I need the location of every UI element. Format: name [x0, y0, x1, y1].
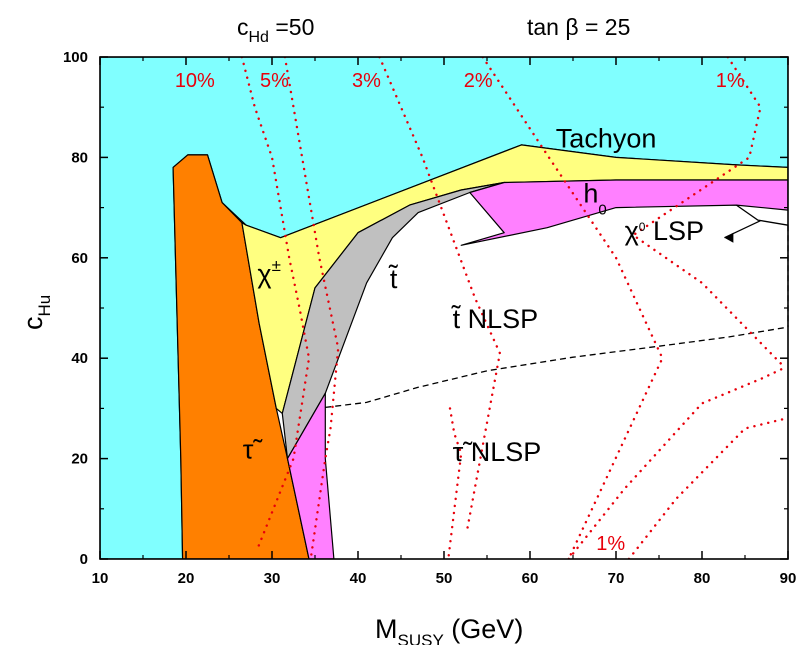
y-tick-label: 60	[71, 250, 88, 267]
tuning-curve-4	[631, 57, 787, 370]
x-axis-label-sub: SUSY	[398, 631, 444, 645]
region-higgs	[460, 179, 788, 246]
tuning-curves-layer	[240, 57, 788, 559]
tuning-label-1: 5%	[260, 70, 289, 92]
y-axis-label-main: c	[18, 317, 48, 331]
y-tick-label: 100	[63, 49, 88, 66]
x-tick-label: 70	[608, 570, 625, 587]
title-right: tan β = 25	[527, 14, 630, 40]
y-tick-label: 0	[80, 551, 88, 568]
tuning-curve-5	[447, 407, 463, 559]
x-axis-label-main: M	[375, 614, 398, 644]
x-tick-label: 60	[522, 570, 539, 587]
y-tick-label: 40	[71, 350, 88, 367]
boundary-stop-stau-divide	[325, 326, 789, 409]
annotation-0: t̃ NLSP	[451, 304, 538, 334]
y-axis-label: cHu	[18, 295, 54, 330]
region-label-tachyon: Tachyon	[556, 123, 657, 153]
x-tick-label: 80	[694, 570, 711, 587]
y-axis-label-sub: Hu	[35, 295, 54, 317]
region-label-higgs: h0	[583, 179, 606, 219]
x-tick-label: 90	[780, 570, 797, 587]
x-tick-label: 30	[264, 570, 281, 587]
title-left-sub: Hd	[249, 29, 269, 46]
chi0-arrow-head	[724, 232, 734, 243]
region-label-stop: t̃	[388, 264, 399, 294]
title-left-value: =50	[269, 14, 314, 40]
tuning-label-2: 3%	[352, 70, 381, 92]
tuning-label-4: 1%	[716, 70, 745, 92]
title-left-main: c	[237, 14, 249, 40]
annotation-chi0-lsp: χ0 LSP	[625, 216, 704, 246]
x-axis-label-unit: (GeV)	[444, 614, 524, 644]
x-axis-label: MSUSY (GeV)	[375, 614, 523, 645]
title-left: cHd =50	[237, 14, 314, 46]
y-tick-label: 80	[71, 149, 88, 166]
tuning-curve-7	[627, 417, 788, 559]
axes-layer: 10 20 30 40 50 60 70 80 90 0 20 40 60 80 100	[63, 49, 796, 587]
region-label-chargino: χ±	[257, 256, 281, 289]
regions-layer	[100, 57, 788, 559]
tuning-curve-6	[567, 367, 785, 559]
tuning-label-0: 10%	[175, 70, 215, 92]
tuning-curve-3	[481, 57, 664, 559]
y-tick-label: 20	[71, 451, 88, 468]
boundary-chi0-lsp-boundary	[736, 204, 789, 226]
tuning-label-7: 1%	[596, 533, 625, 555]
x-tick-label: 20	[178, 570, 195, 587]
region-stau-lower-sliver	[286, 392, 335, 559]
x-tick-label: 40	[350, 570, 367, 587]
x-tick-label: 10	[92, 570, 109, 587]
annotation-1: τ̃ NLSP	[453, 437, 542, 467]
tuning-label-3: 2%	[464, 70, 493, 92]
x-tick-label: 50	[436, 570, 453, 587]
